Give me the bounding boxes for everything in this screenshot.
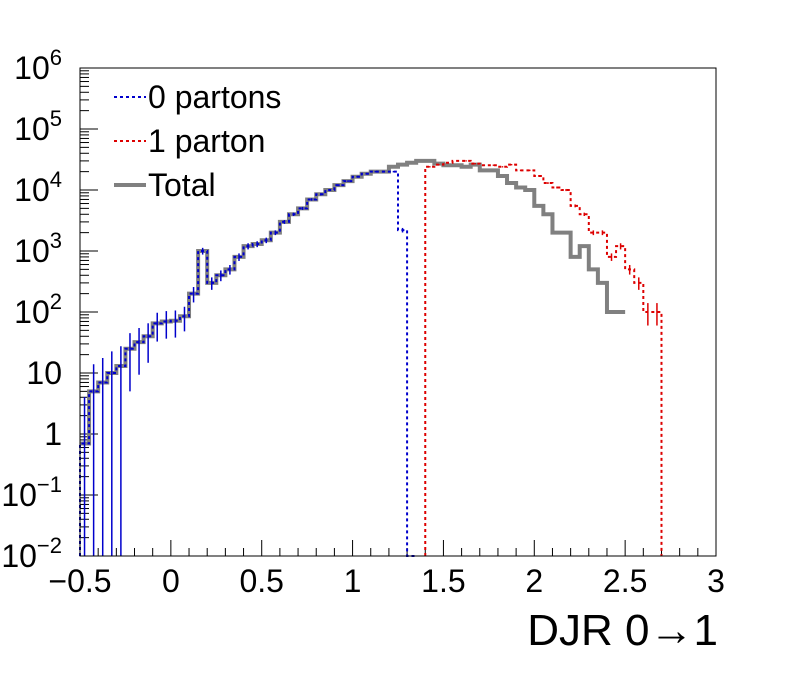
y-tick-label: 10−1 [1, 472, 62, 513]
x-tick-label: 1.5 [421, 563, 465, 599]
legend-label: 1 parton [148, 123, 265, 159]
x-tick-label: 0 [162, 563, 180, 599]
y-tick-labels: 10−2 10−1 1 10 102 103 104 105 106 [1, 45, 62, 574]
y-tick-label: 103 [14, 228, 62, 269]
y-tick-label: 1 [44, 416, 62, 452]
y-tick-label: 104 [14, 167, 62, 208]
y-tick-label: 105 [14, 106, 62, 147]
y-tick-label: 106 [14, 45, 62, 86]
x-tick-label: 2 [525, 563, 543, 599]
x-tick-labels: −0.5 0 0.5 1 1.5 2 2.5 3 [48, 563, 724, 599]
x-axis-title: DJR 0→1 [527, 606, 718, 655]
y-tick-label: 102 [14, 289, 62, 330]
legend-label: 0 partons [148, 79, 281, 115]
x-tick-label: 3 [707, 563, 725, 599]
x-tick-label: 1 [344, 563, 362, 599]
plot-frame [79, 67, 717, 557]
x-tick-label: 2.5 [603, 563, 647, 599]
x-tick-label: 0.5 [239, 563, 283, 599]
series-group [79, 158, 663, 557]
y-tick-label: 10 [26, 355, 62, 391]
axis-ticks [79, 67, 717, 557]
legend: 0 partons 1 parton Total [114, 79, 281, 203]
legend-label: Total [148, 167, 216, 203]
x-tick-label: −0.5 [48, 563, 111, 599]
y-tick-label: 10−2 [1, 533, 62, 574]
